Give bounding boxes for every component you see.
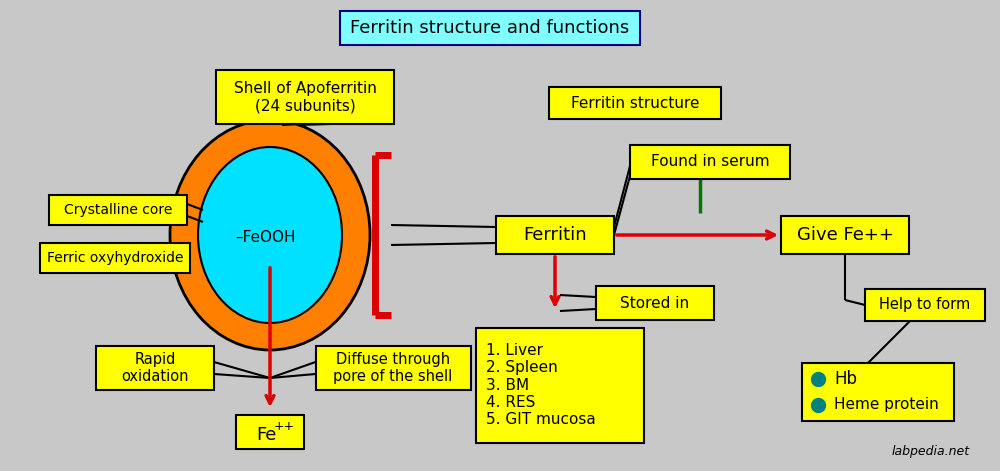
Text: Crystalline core: Crystalline core: [64, 203, 172, 217]
FancyBboxPatch shape: [496, 216, 614, 254]
FancyBboxPatch shape: [476, 327, 644, 442]
FancyBboxPatch shape: [630, 145, 790, 179]
Text: Help to form: Help to form: [879, 298, 971, 312]
Text: Ferric oxyhydroxide: Ferric oxyhydroxide: [47, 251, 183, 265]
FancyBboxPatch shape: [802, 363, 954, 421]
FancyBboxPatch shape: [340, 11, 640, 45]
Text: Shell of Apoferritin
(24 subunits): Shell of Apoferritin (24 subunits): [234, 81, 376, 113]
FancyBboxPatch shape: [49, 195, 187, 225]
FancyBboxPatch shape: [40, 243, 190, 273]
FancyBboxPatch shape: [236, 415, 304, 449]
Text: ++: ++: [273, 421, 295, 433]
Text: Stored in: Stored in: [620, 295, 690, 310]
FancyBboxPatch shape: [316, 346, 471, 390]
FancyBboxPatch shape: [781, 216, 909, 254]
Text: –FeOOH: –FeOOH: [235, 229, 295, 244]
Text: Ferritin: Ferritin: [523, 226, 587, 244]
Ellipse shape: [198, 147, 342, 323]
Text: Found in serum: Found in serum: [651, 154, 769, 170]
Text: Ferritin structure and functions: Ferritin structure and functions: [350, 19, 630, 37]
FancyBboxPatch shape: [549, 87, 721, 119]
Text: Ferritin structure: Ferritin structure: [571, 96, 699, 111]
Text: Hb: Hb: [834, 370, 857, 388]
Text: Heme protein: Heme protein: [834, 398, 939, 413]
Text: Diffuse through
pore of the shell: Diffuse through pore of the shell: [333, 352, 453, 384]
Text: labpedia.net: labpedia.net: [892, 445, 970, 458]
FancyBboxPatch shape: [216, 70, 394, 124]
Text: Fe: Fe: [256, 426, 276, 444]
FancyBboxPatch shape: [865, 289, 985, 321]
FancyBboxPatch shape: [596, 286, 714, 320]
Text: Rapid
oxidation: Rapid oxidation: [121, 352, 189, 384]
Ellipse shape: [170, 120, 370, 350]
FancyBboxPatch shape: [96, 346, 214, 390]
Text: 1. Liver
2. Spleen
3. BM
4. RES
5. GIT mucosa: 1. Liver 2. Spleen 3. BM 4. RES 5. GIT m…: [486, 343, 596, 427]
Text: Give Fe++: Give Fe++: [797, 226, 893, 244]
